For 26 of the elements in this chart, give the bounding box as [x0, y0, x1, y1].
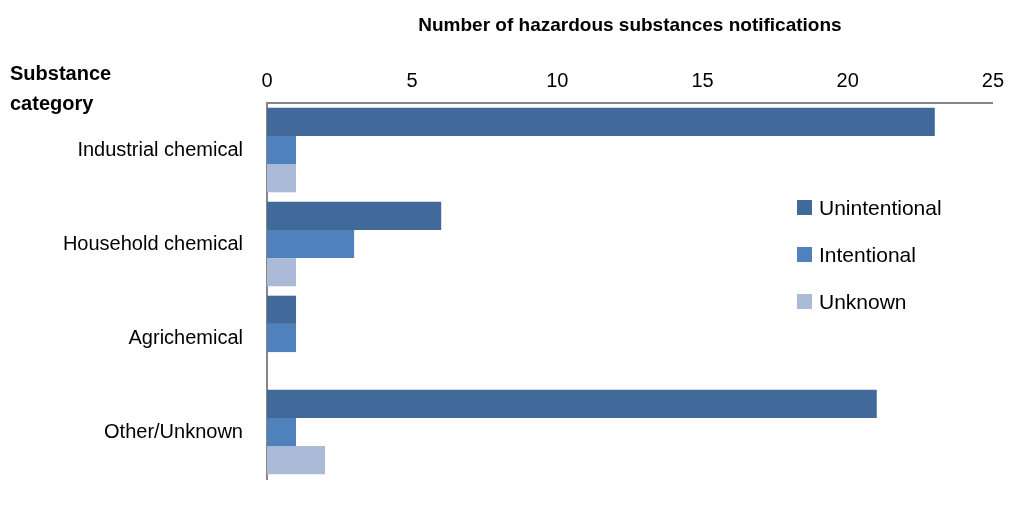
bar [267, 135, 297, 165]
y-tick-label: Industrial chemical [77, 137, 243, 160]
bar [267, 107, 935, 136]
bar [267, 389, 877, 418]
bar [267, 446, 326, 475]
y-axis-title: Substance category [10, 61, 113, 116]
legend-label: Unintentional [819, 195, 942, 220]
legend-label: Unknown [819, 289, 907, 314]
legend-label: Intentional [819, 242, 916, 267]
bar [267, 323, 297, 353]
y-tick-label: Other/Unknown [104, 419, 243, 442]
bar [267, 229, 355, 259]
x-tick-label: 15 [691, 68, 714, 91]
x-axis-title: Number of hazardous substances notifications [418, 13, 842, 35]
bar [267, 201, 442, 230]
bar [267, 164, 297, 193]
x-tick-label: 20 [836, 68, 859, 91]
x-tick-label: 5 [406, 68, 418, 91]
bar [267, 417, 297, 447]
y-tick-label: Agrichemical [128, 325, 243, 348]
x-tick-label: 0 [261, 68, 273, 91]
bar [267, 258, 297, 287]
x-tick-label: 25 [981, 68, 1004, 91]
bar [267, 295, 297, 324]
x-tick-label: 10 [546, 68, 569, 91]
y-tick-label: Household chemical [62, 231, 243, 254]
